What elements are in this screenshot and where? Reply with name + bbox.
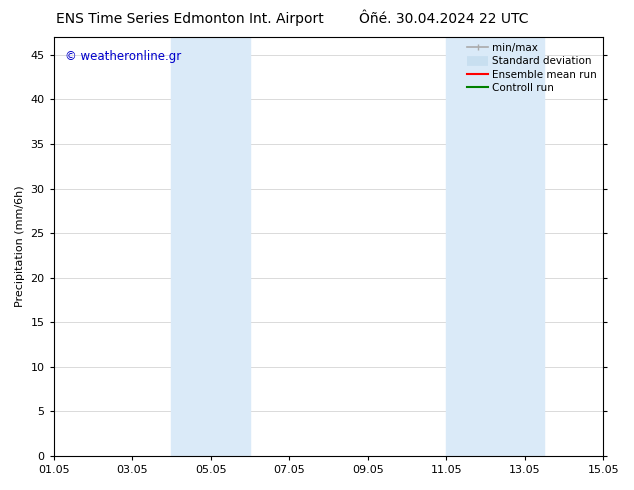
Bar	[171, 37, 250, 456]
Text: © weatheronline.gr: © weatheronline.gr	[65, 49, 181, 63]
Text: Ôñé. 30.04.2024 22 UTC: Ôñé. 30.04.2024 22 UTC	[359, 12, 529, 26]
Text: ENS Time Series Edmonton Int. Airport: ENS Time Series Edmonton Int. Airport	[56, 12, 324, 26]
Bar	[446, 37, 545, 456]
Y-axis label: Precipitation (mm/6h): Precipitation (mm/6h)	[15, 186, 25, 307]
Legend: min/max, Standard deviation, Ensemble mean run, Controll run: min/max, Standard deviation, Ensemble me…	[463, 39, 601, 97]
